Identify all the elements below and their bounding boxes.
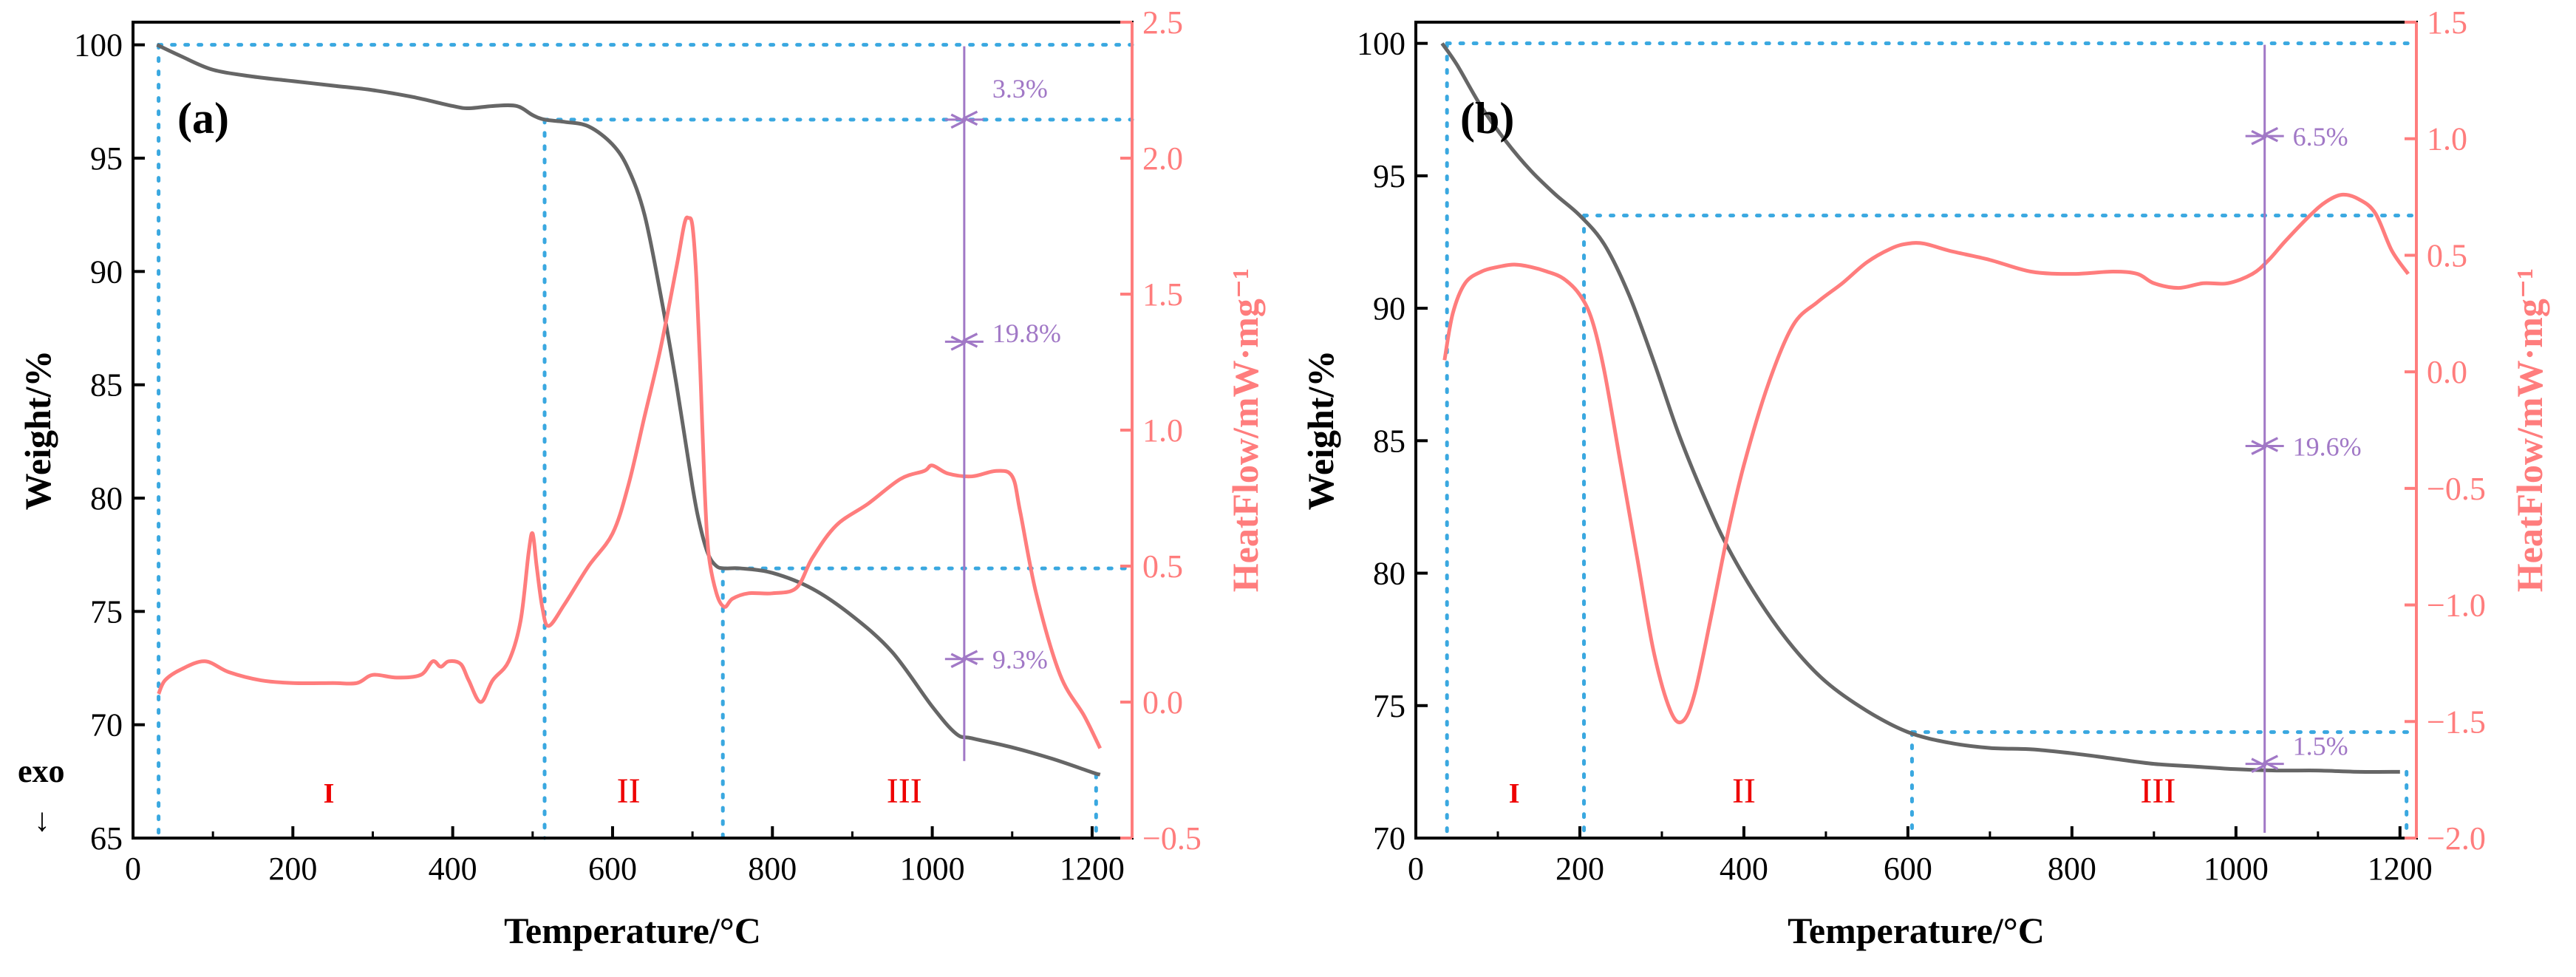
guide-lines <box>1445 41 2419 840</box>
x-tick-label: 1200 <box>1060 851 1125 887</box>
stage-label: I <box>324 778 335 809</box>
y-right-axis-title: HeatFlow/mW·mg⁻¹ <box>2509 268 2550 593</box>
stage-label: III <box>887 772 922 811</box>
y-right-axis-title: HeatFlow/mW·mg⁻¹ <box>1224 268 1266 593</box>
y-left-tick-label: 85 <box>90 367 123 404</box>
y-left-tick-label: 100 <box>1357 26 1405 62</box>
stage-label: III <box>2140 772 2175 811</box>
y-left-tick-label: 90 <box>1373 290 1405 327</box>
weight-curve <box>156 43 1101 777</box>
mass-loss-markers <box>944 46 984 761</box>
y-left-tick-label: 100 <box>74 27 123 64</box>
x-axis-title: Temperature/°C <box>504 910 761 951</box>
panel-a: 3.3% 19.8% 9.3% 0 200 400 600 800 1000 1200 65 70 75… <box>17 4 1266 951</box>
y-right-tick-label: −1.0 <box>2427 588 2486 624</box>
x-tick-label: 0 <box>1408 851 1424 887</box>
x-tick-label: 800 <box>2048 851 2096 887</box>
y-left-axis-title: Weight/% <box>17 350 58 511</box>
mass-loss-label: 3.3% <box>992 74 1048 103</box>
y-left-tick-label: 70 <box>90 707 123 743</box>
x-tick-label: 600 <box>1884 851 1932 887</box>
mass-loss-label: 19.6% <box>2293 432 2362 462</box>
x-tick-label: 0 <box>125 851 141 887</box>
x-tick-label: 800 <box>748 851 797 887</box>
mass-loss-label: 9.3% <box>992 645 1048 675</box>
y-right-tick-label: 1.0 <box>2427 121 2467 157</box>
y-right-tick-label: 0.0 <box>2427 354 2467 390</box>
x-tick-label: 400 <box>429 851 477 887</box>
x-tick-label: 1000 <box>900 851 965 887</box>
mass-loss-label: 1.5% <box>2293 732 2348 761</box>
stage-label: II <box>1732 772 1756 811</box>
y-right-tick-label: −0.5 <box>1142 820 1202 857</box>
y-right-tick-label: 0.5 <box>2427 237 2467 273</box>
exo-arrow-icon: ↓ <box>34 802 50 838</box>
y-right-tick-label: 2.5 <box>1142 4 1183 41</box>
panel-b: 6.5% 19.6% 1.5% 0 200 400 600 800 1000 1200 70 75 80… <box>1300 4 2550 951</box>
y-left-tick-label: 95 <box>90 140 123 177</box>
exo-label: exo <box>18 753 65 789</box>
mass-loss-label: 6.5% <box>2293 122 2348 152</box>
y-left-axis-title: Weight/% <box>1300 350 1341 511</box>
y-left-tick-label: 80 <box>90 480 123 517</box>
y-right-tick-label: 1.5 <box>1142 276 1183 313</box>
heatflow-curve <box>157 215 1102 749</box>
stage-label: I <box>1509 778 1520 809</box>
y-right-tick-label: 2.0 <box>1142 140 1183 177</box>
y-left-tick-label: 75 <box>1373 688 1405 724</box>
y-right-tick-label: 1.0 <box>1142 412 1183 449</box>
plot-frame <box>1414 21 2418 840</box>
mass-loss-markers <box>2245 44 2284 833</box>
plot-frame <box>132 21 1134 840</box>
y-right-tick-label: 0.0 <box>1142 684 1183 721</box>
y-left-tick-label: 95 <box>1373 158 1405 194</box>
y-left-tick-label: 65 <box>90 820 123 857</box>
panel-label: (a) <box>177 94 229 143</box>
stage-label: II <box>617 772 641 811</box>
y-right-tick-label: 1.5 <box>2427 4 2467 41</box>
x-tick-label: 200 <box>1556 851 1604 887</box>
y-right-tick-label: −1.5 <box>2427 704 2486 740</box>
x-tick-label: 1000 <box>2204 851 2269 887</box>
y-left-tick-label: 75 <box>90 593 123 630</box>
y-left-tick-label: 80 <box>1373 556 1405 592</box>
x-tick-label: 200 <box>268 851 317 887</box>
x-tick-label: 1200 <box>2368 851 2433 887</box>
panel-label: (b) <box>1460 94 1514 143</box>
x-tick-label: 600 <box>588 851 637 887</box>
x-axis-title: Temperature/°C <box>1788 910 2045 951</box>
y-left-tick-label: 70 <box>1373 820 1405 857</box>
x-tick-label: 400 <box>1720 851 1768 887</box>
y-left-tick-label: 85 <box>1373 423 1405 459</box>
guide-lines <box>157 43 1134 840</box>
y-left-tick-label: 90 <box>90 253 123 290</box>
y-right-tick-label: −2.0 <box>2427 820 2486 857</box>
weight-curve <box>1440 42 2400 775</box>
y-right-tick-label: 0.5 <box>1142 548 1183 585</box>
mass-loss-label: 19.8% <box>992 319 1061 348</box>
y-right-tick-label: −0.5 <box>2427 471 2486 507</box>
